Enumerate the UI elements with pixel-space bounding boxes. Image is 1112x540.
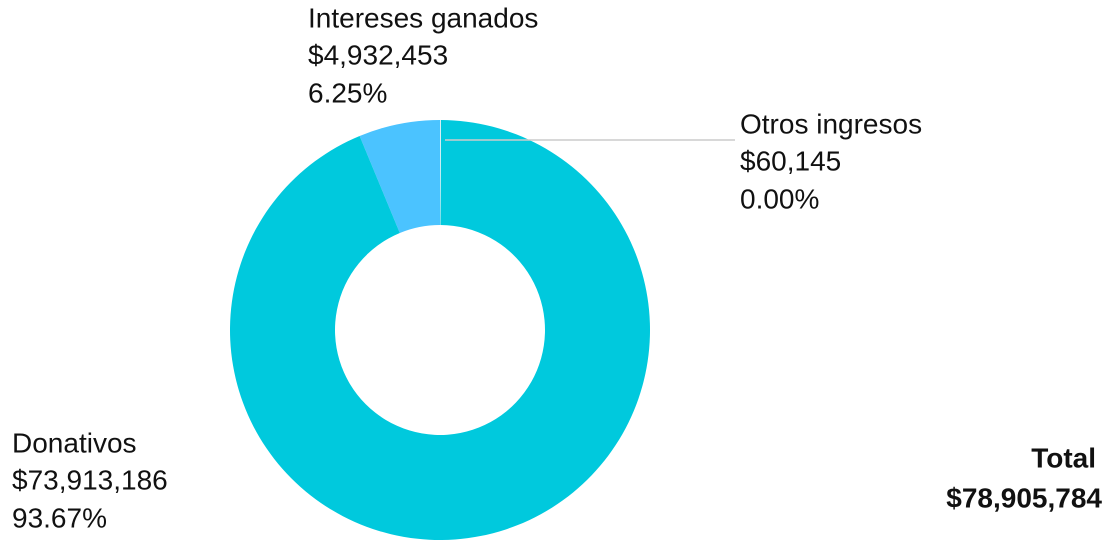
slice <box>359 120 440 233</box>
slice-percentage: 6.25% <box>308 77 387 108</box>
slice-label: Otros ingresos <box>740 108 922 139</box>
slice <box>229 120 650 540</box>
slice-label: Donativos <box>12 427 137 458</box>
slice-label: Intereses ganados <box>308 2 538 33</box>
total-value: $78,905,784 <box>946 482 1102 513</box>
slice-value: $73,913,186 <box>12 464 168 495</box>
slice-percentage: 0.00% <box>740 183 819 214</box>
slice <box>440 120 442 226</box>
slice-value: $60,145 <box>740 145 841 176</box>
total-label: Total <box>1031 442 1096 473</box>
slice-value: $4,932,453 <box>308 39 448 70</box>
slice-percentage: 93.67% <box>12 502 107 533</box>
